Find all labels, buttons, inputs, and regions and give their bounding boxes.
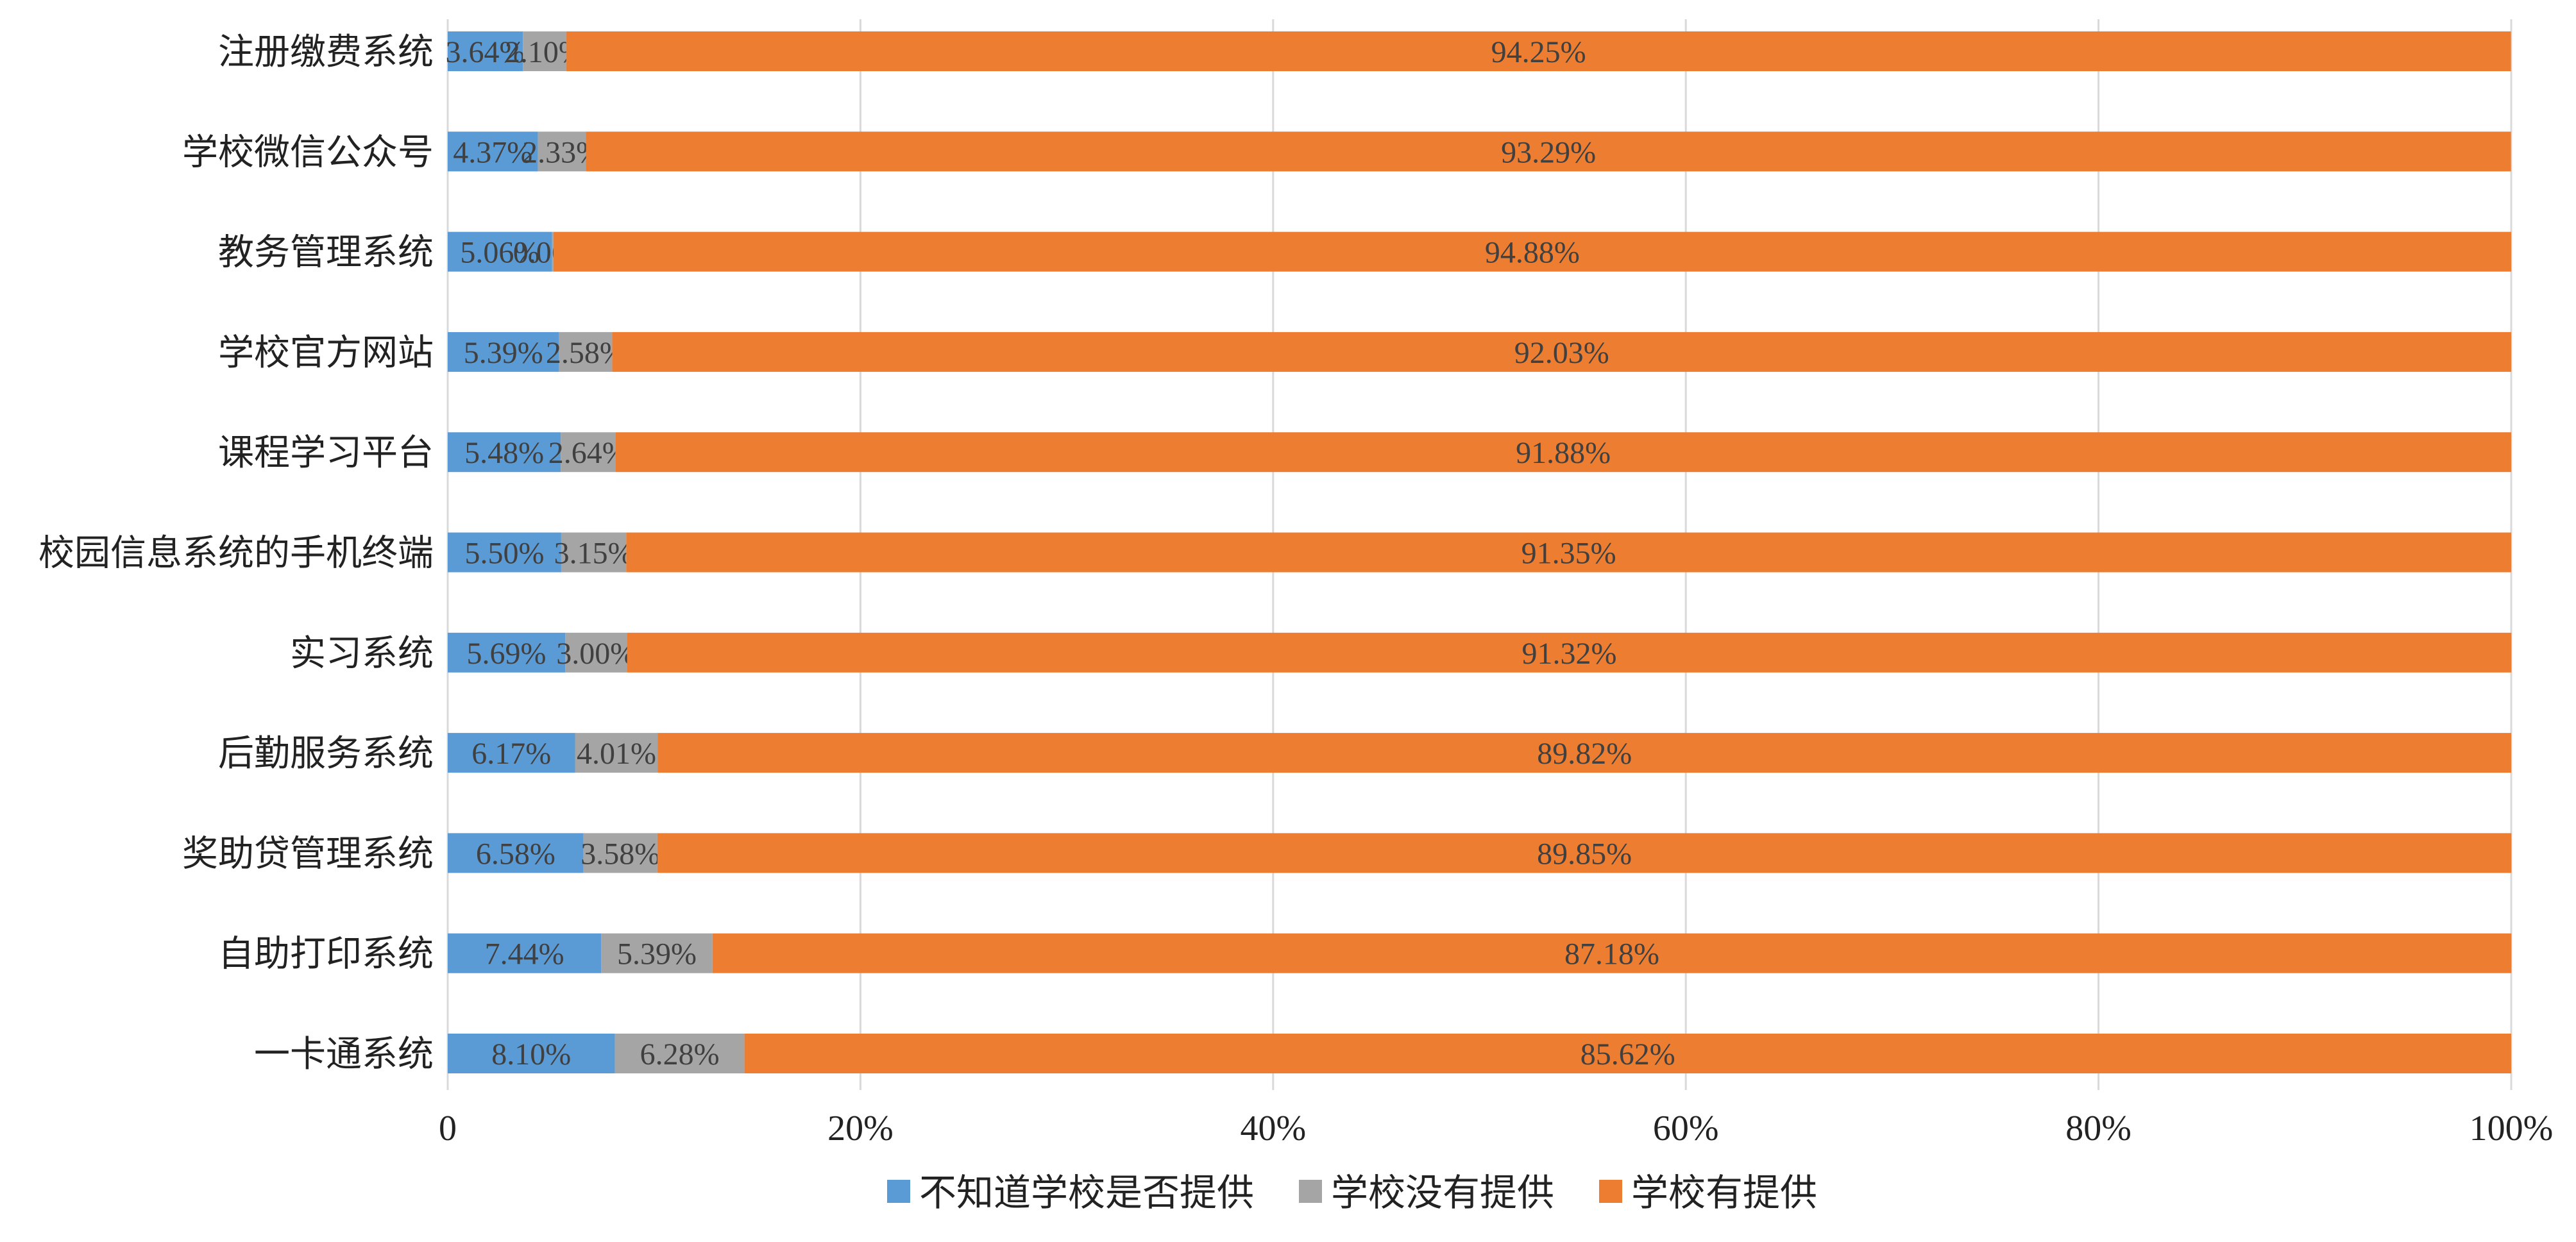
category-label-3: 学校官方网站 [218,332,434,374]
data-label-0-7: 6.17% [471,737,551,771]
bar-1-7 [575,733,658,773]
data-label-2-0: 94.25% [1491,35,1586,69]
bar-2-2 [553,231,2511,272]
category-label-7: 后勤服务系统 [218,733,434,775]
data-label-0-8: 6.58% [476,837,555,871]
data-label-1-3: 2.58% [546,336,625,370]
category-label-0: 注册缴费系统 [218,31,434,73]
data-label-0-4: 5.48% [464,436,544,470]
category-label-4: 课程学习平台 [218,432,434,474]
bar-1-10 [614,1034,745,1073]
data-label-2-9: 87.18% [1564,937,1659,971]
bar-2-5 [626,532,2511,573]
data-label-1-8: 3.58% [580,837,660,871]
bar-1-8 [583,833,657,873]
legend-label-2: 学校有提供 [1631,1171,1817,1214]
bar-0-8 [448,833,584,873]
category-labels: 注册缴费系统学校微信公众号教务管理系统学校官方网站课程学习平台校园信息系统的手机… [38,31,434,1075]
x-tick-label-40: 40% [1240,1109,1306,1148]
bar-1-2 [552,231,554,272]
category-label-9: 自助打印系统 [218,934,434,975]
bar-0-3 [448,331,559,372]
data-label-2-6: 91.32% [1521,637,1616,671]
data-label-2-1: 93.29% [1501,135,1596,169]
bars: 3.64%2.10% 94.25%4.37%2.33% 93.29%5.06%0.0… [446,31,2512,1073]
legend: 不知道学校是否提供 学校没有提供 学校有提供 [887,1171,1817,1214]
category-label-5: 校园信息系统的手机终端 [38,533,434,575]
data-label-2-10: 85.62% [1580,1037,1675,1071]
bar-0-1 [448,131,538,172]
bar-0-0 [448,31,523,71]
data-label-0-1: 4.37% [453,135,532,169]
category-label-6: 实习系统 [290,633,434,675]
data-label-2-4: 91.88% [1516,436,1611,470]
bar-1-4 [561,432,616,473]
data-label-1-6: 3.00% [556,637,636,671]
data-label-1-5: 3.15% [554,537,634,571]
data-label-1-7: 4.01% [577,737,656,771]
bar-0-10 [448,1034,615,1073]
bar-0-5 [448,532,561,573]
bar-1-5 [561,532,627,573]
bar-0-9 [448,933,602,973]
legend-label-0: 不知道学校是否提供 [919,1171,1254,1214]
x-tick-label-20: 20% [827,1109,894,1148]
bar-1-3 [559,331,613,372]
data-label-0-2: 5.06% [460,236,539,270]
bar-1-1 [538,131,586,172]
bar-0-6 [448,632,566,673]
data-label-0-10: 8.10% [491,1037,571,1071]
data-label-0-5: 5.50% [464,537,544,571]
data-label-1-4: 2.64% [548,436,628,470]
data-label-1-9: 5.39% [617,937,697,971]
category-label-10: 一卡通系统 [254,1034,434,1075]
bar-1-0 [523,31,566,71]
legend-swatch-2 [1599,1180,1622,1203]
data-label-2-8: 89.85% [1537,837,1632,871]
bar-0-7 [448,733,575,773]
data-label-2-2: 94.88% [1485,236,1580,270]
data-label-1-10: 6.28% [640,1037,720,1071]
bar-1-9 [601,933,713,973]
bar-2-1 [586,131,2511,172]
data-label-0-9: 7.44% [485,937,564,971]
bar-2-6 [627,632,2512,673]
bar-2-9 [712,933,2512,973]
category-label-8: 奖助贷管理系统 [182,833,434,875]
x-axis-ticks: 0 20% 40% 60% 80% 100% [439,1109,2553,1148]
bar-2-4 [615,432,2511,473]
data-label-0-0: 3.64% [446,35,525,69]
bar-0-4 [448,432,561,473]
legend-swatch-1 [1299,1180,1322,1203]
x-tick-label-0: 0 [439,1109,457,1148]
legend-label-1: 学校没有提供 [1331,1171,1554,1214]
data-label-2-3: 92.03% [1514,336,1609,370]
x-tick-label-100: 100% [2470,1109,2554,1148]
bar-2-10 [744,1034,2512,1073]
x-tick-label-80: 80% [2065,1109,2131,1148]
category-label-2: 教务管理系统 [218,232,434,274]
data-label-0-6: 5.69% [467,637,547,671]
legend-swatch-0 [887,1180,910,1203]
bar-1-6 [565,632,627,673]
bar-2-0 [566,31,2511,71]
bar-0-2 [448,231,552,272]
category-label-1: 学校微信公众号 [182,131,434,173]
data-label-2-7: 89.82% [1537,737,1632,771]
bar-2-8 [657,833,2512,873]
bar-2-7 [657,733,2511,773]
bar-2-3 [612,331,2511,372]
x-tick-label-60: 60% [1653,1109,1719,1148]
data-label-0-3: 5.39% [464,336,543,370]
data-label-2-5: 91.35% [1521,537,1616,571]
